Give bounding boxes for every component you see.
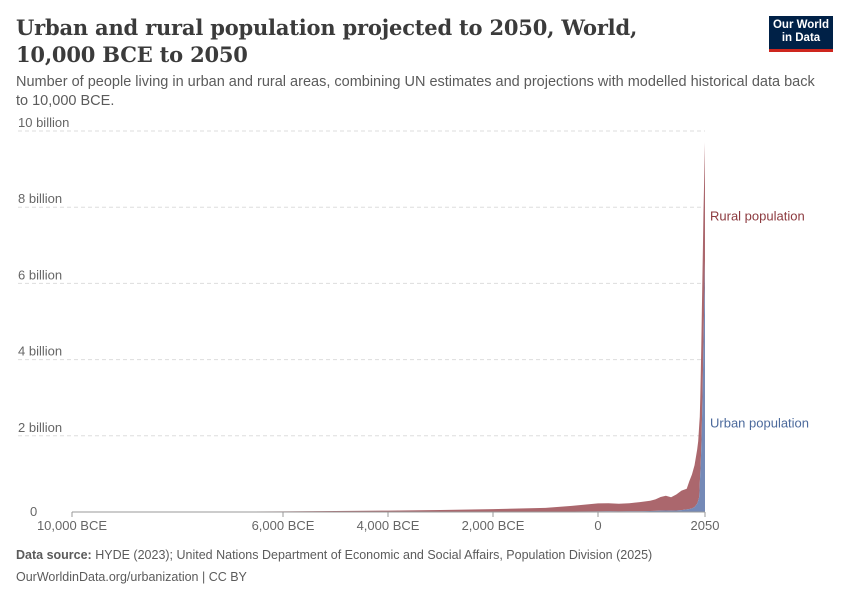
grid-lines [18,130,705,437]
y-tick-label: 0 [30,504,37,519]
rural-population-area[interactable] [72,142,705,512]
data-source-label: Data source: [16,548,92,562]
area-series [72,142,705,512]
urban-series-label: Urban population [710,416,809,431]
x-tick-label: 10,000 BCE [37,518,107,533]
x-tick-label: 2,000 BCE [462,518,525,533]
urban-population-area[interactable] [72,260,705,512]
logo-line-2: in Data [781,32,821,44]
owid-logo[interactable]: Our World in Data [769,16,833,52]
logo-line-1: Our World [772,19,829,31]
data-source-text: HYDE (2023); United Nations Department o… [95,548,653,562]
y-tick-label: 6 billion [18,267,62,282]
x-tick-label: 2050 [691,518,720,533]
data-source: Data source: HYDE (2023); United Nations… [16,548,652,562]
x-tick-label: 4,000 BCE [357,518,420,533]
x-tick-label: 6,000 BCE [252,518,315,533]
area-chart: 0 2 billion 4 billion 6 billion 8 billion 10 … [18,115,809,533]
series-labels: Rural population Urban population [710,208,809,430]
y-tick-label: 8 billion [18,191,62,206]
rural-series-label: Rural population [710,208,805,223]
chart-subtitle: Number of people living in urban and rur… [16,74,815,109]
x-tick-label: 0 [594,518,601,533]
axes: 0 2 billion 4 billion 6 billion 8 billion 10 … [18,115,719,533]
chart-title: Urban and rural population projected to … [16,15,638,67]
y-tick-label: 10 billion [18,115,69,130]
y-tick-label: 2 billion [18,420,62,435]
footer-url-license[interactable]: OurWorldinData.org/urbanization | CC BY [16,570,247,584]
y-tick-label: 4 billion [18,344,62,359]
